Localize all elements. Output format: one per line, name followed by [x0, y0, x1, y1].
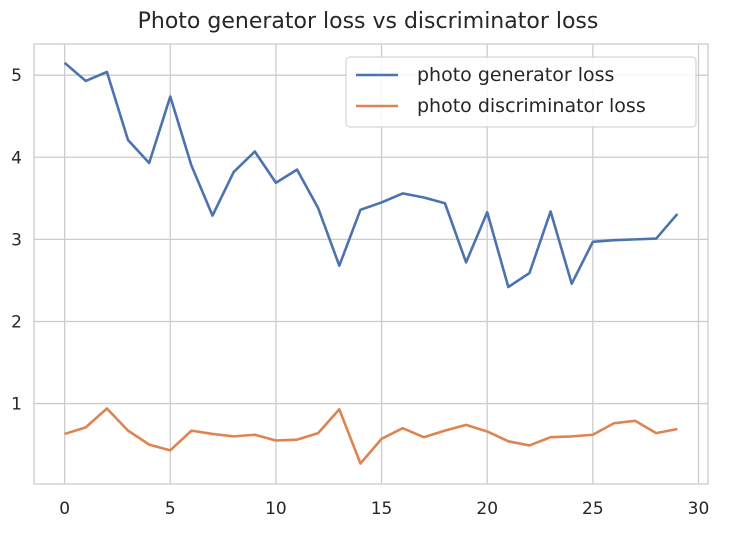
x-tick-label: 5: [165, 499, 176, 519]
x-tick-label: 30: [688, 499, 710, 519]
x-tick-label: 0: [59, 499, 70, 519]
legend-label-discriminator: photo discriminator loss: [417, 95, 646, 117]
x-tick-label: 10: [265, 499, 287, 519]
series-layer: [63, 61, 679, 465]
series-line-discriminator: [64, 407, 678, 465]
y-tick-label: 4: [11, 148, 22, 168]
y-tick-label: 3: [11, 230, 22, 250]
x-tick-label: 15: [371, 499, 393, 519]
plot-frame: [33, 43, 709, 485]
y-tick-label: 2: [11, 312, 22, 332]
legend-box: [345, 56, 697, 128]
y-tick-label: 5: [11, 66, 22, 86]
series-line-generator: [63, 61, 679, 289]
legend-label-generator: photo generator loss: [417, 64, 614, 86]
x-tick-label: 25: [582, 499, 604, 519]
y-tick-label: 1: [11, 395, 22, 415]
grid: [34, 44, 708, 484]
chart-title: Photo generator loss vs discriminator lo…: [137, 9, 599, 34]
legend: photo generator loss photo discriminator…: [345, 56, 697, 128]
tick-labels: 0 5 10 15 20 25 30 1 2 3 4 5: [11, 66, 709, 519]
x-tick-label: 20: [476, 499, 498, 519]
